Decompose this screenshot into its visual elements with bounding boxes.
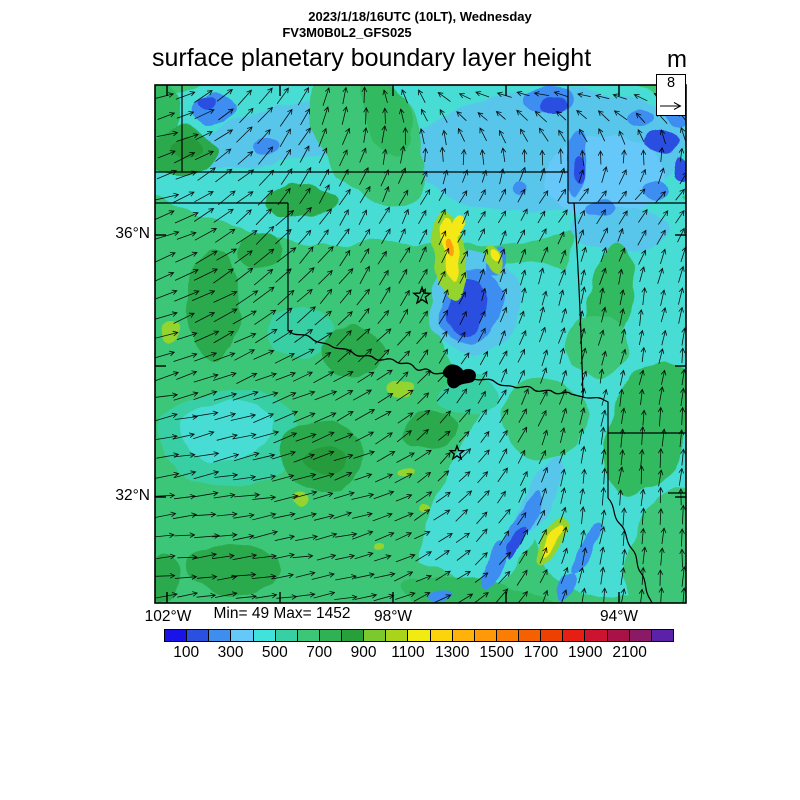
colorbar-cell: [209, 630, 232, 641]
wind-reference-value: 8: [666, 75, 676, 91]
star-marker: [448, 443, 466, 461]
colorbar-cell: [342, 630, 365, 641]
colorbar-cell: [408, 630, 431, 641]
axis-ticks: [155, 85, 686, 603]
colorbar-label: 900: [350, 644, 377, 661]
map-field: [155, 85, 686, 603]
colorbar-label: 500: [261, 644, 288, 661]
minmax-label: Min= 49 Max= 1452: [213, 605, 351, 622]
page-title: surface planetary boundary layer height: [152, 44, 592, 72]
colorbar-cell: [165, 630, 188, 641]
map-frame: [154, 84, 687, 604]
colorbar-cell: [297, 630, 320, 641]
datetime-title: 2023/1/18/16UTC (10LT), Wednesday: [308, 9, 532, 24]
lon-label: 94°W: [599, 608, 639, 625]
lake-texoma-shape: [442, 364, 476, 389]
colorbar-label: 1900: [568, 644, 603, 661]
model-run-title: FV3M0B0L2_GFS025: [282, 25, 412, 40]
colorbar-cell: [319, 630, 342, 641]
colorbar-cell: [585, 630, 608, 641]
colorbar-label: 1300: [435, 644, 470, 661]
colorbar: [164, 629, 674, 642]
colorbar-cell: [452, 630, 475, 641]
wind-reference-arrow-icon: [660, 102, 682, 110]
colorbar-cell: [607, 630, 630, 641]
wind-reference-box: 8: [656, 74, 686, 116]
colorbar-cell: [474, 630, 497, 641]
lat-label: 32°N: [115, 487, 150, 504]
colorbar-cell: [541, 630, 564, 641]
colorbar-cell: [386, 630, 409, 641]
colorbar-cell: [275, 630, 298, 641]
units-label: m: [667, 46, 687, 73]
lon-label: 98°W: [373, 608, 413, 625]
colorbar-cell: [563, 630, 586, 641]
colorbar-cell: [253, 630, 276, 641]
colorbar-cell: [496, 630, 519, 641]
lon-label: 102°W: [144, 608, 192, 625]
colorbar-cell: [231, 630, 254, 641]
red-river-border: [287, 329, 584, 398]
wind-arrows: [155, 86, 686, 603]
colorbar-label: 1500: [479, 644, 514, 661]
colorbar-label: 2100: [612, 644, 647, 661]
colorbar-label: 700: [306, 644, 333, 661]
colorbar-label: 300: [217, 644, 244, 661]
colorbar-cell: [364, 630, 387, 641]
colorbar-cell: [651, 630, 673, 641]
colorbar-cell: [430, 630, 453, 641]
lat-label: 36°N: [115, 225, 150, 242]
colorbar-label: 1700: [523, 644, 559, 661]
colorbar-label: 100: [173, 644, 200, 661]
star-marker: [411, 285, 433, 305]
colorbar-cell: [519, 630, 542, 641]
colorbar-label: 1100: [391, 644, 425, 661]
colorbar-cell: [629, 630, 652, 641]
colorbar-cell: [187, 630, 210, 641]
